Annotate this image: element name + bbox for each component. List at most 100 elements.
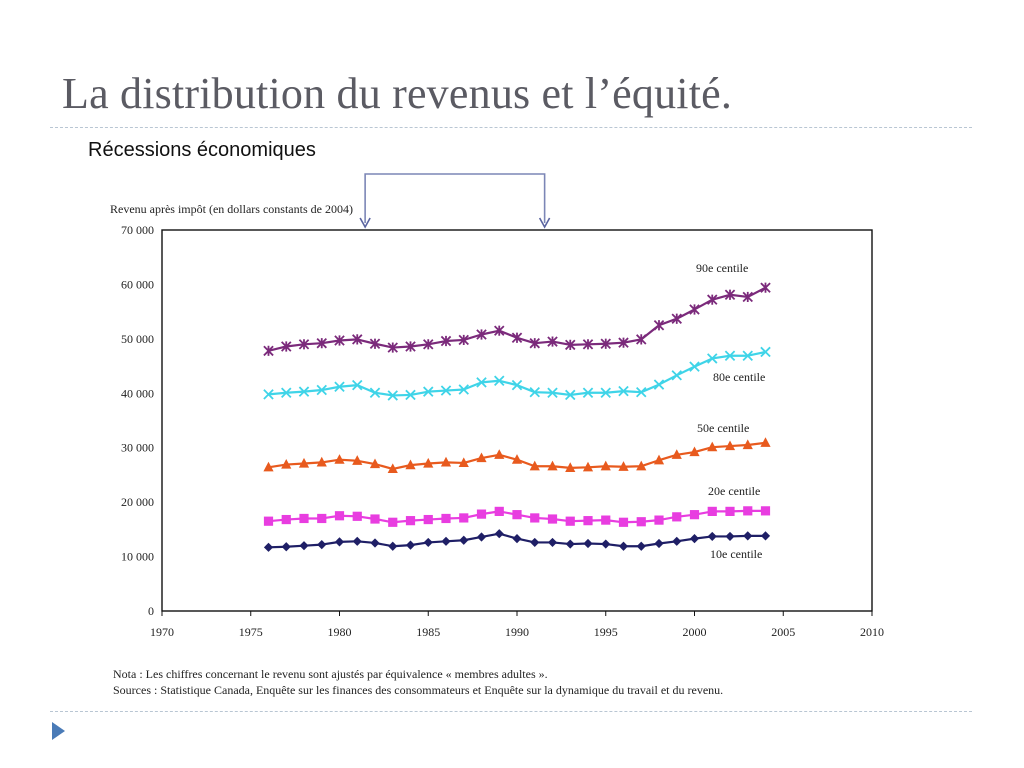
point-20e-centile-1982 (370, 514, 380, 524)
point-80e-centile-1993 (565, 389, 576, 401)
point-80e-centile-1986 (440, 385, 452, 396)
point-10e-centile-2001 (707, 531, 717, 542)
point-80e-centile-1987 (458, 384, 469, 395)
point-50e-centile-1979 (316, 456, 327, 467)
point-90e-centile-2001 (707, 294, 718, 305)
series-label-10e-centile: 10e centile (710, 547, 762, 561)
point-80e-centile-2003 (742, 350, 753, 361)
point-90e-centile-1984 (405, 341, 416, 352)
point-80e-centile-1990 (511, 379, 523, 391)
point-80e-centile-1989 (494, 375, 505, 387)
point-10e-centile-1981 (352, 536, 362, 546)
x-tick-label-1975: 1975 (239, 625, 263, 639)
slide-title: La distribution du revenus et l’équité. (62, 69, 733, 118)
y-tick-label-0: 0 (148, 604, 154, 618)
x-tick-label-1980: 1980 (328, 625, 352, 639)
point-20e-centile-1991 (530, 513, 540, 523)
y-axis-title: Revenu après impôt (en dollars constants… (110, 202, 353, 216)
point-90e-centile-1998 (653, 320, 665, 331)
y-tick-label-30000: 30 000 (121, 441, 154, 455)
point-80e-centile-1995 (600, 387, 611, 398)
point-50e-centile-1996 (618, 461, 629, 471)
point-50e-centile-1991 (529, 460, 540, 471)
point-10e-centile-1997 (636, 541, 646, 551)
point-10e-centile-1987 (459, 535, 469, 545)
point-10e-centile-1990 (512, 534, 522, 544)
point-10e-centile-1979 (317, 539, 327, 550)
point-50e-centile-1989 (494, 449, 505, 459)
point-10e-centile-1994 (583, 538, 593, 549)
x-tick-label-2005: 2005 (771, 625, 795, 639)
point-10e-centile-1999 (672, 536, 682, 546)
point-50e-centile-1980 (334, 454, 345, 464)
point-50e-centile-1993 (565, 462, 576, 472)
point-10e-centile-2003 (743, 531, 753, 541)
point-50e-centile-1992 (547, 460, 558, 471)
recession-callout-arrows (359, 173, 551, 229)
series-10e-centile (263, 529, 771, 552)
point-50e-centile-2003 (742, 439, 753, 450)
point-50e-centile-1982 (369, 458, 381, 469)
point-50e-centile-1984 (405, 459, 416, 470)
point-90e-centile-1988 (476, 329, 487, 340)
series-label-90e-centile: 90e centile (696, 261, 748, 275)
point-20e-centile-1987 (459, 513, 469, 523)
point-10e-centile-1991 (530, 537, 540, 548)
point-90e-centile-2003 (742, 291, 753, 303)
point-20e-centile-1992 (547, 514, 558, 524)
point-50e-centile-1986 (440, 456, 452, 467)
point-10e-centile-1980 (334, 537, 345, 547)
point-20e-centile-1979 (317, 513, 327, 524)
y-tick-label-40000: 40 000 (121, 386, 154, 400)
point-10e-centile-1998 (654, 538, 664, 549)
point-80e-centile-2001 (707, 353, 718, 364)
point-50e-centile-1988 (476, 452, 487, 463)
point-20e-centile-2004 (760, 506, 771, 516)
point-10e-centile-1982 (370, 538, 380, 548)
point-80e-centile-2002 (724, 350, 736, 361)
point-10e-centile-1976 (263, 542, 274, 552)
series-50e-centile (263, 437, 771, 474)
series-label-50e-centile: 50e centile (697, 421, 749, 435)
point-90e-centile-1986 (440, 335, 452, 347)
point-90e-centile-1977 (281, 341, 292, 352)
point-90e-centile-1983 (387, 342, 398, 353)
point-80e-centile-1997 (636, 386, 647, 398)
point-90e-centile-1990 (511, 332, 523, 344)
point-80e-centile-1982 (369, 387, 381, 398)
point-50e-centile-2000 (689, 446, 700, 457)
point-20e-centile-1996 (618, 517, 629, 527)
point-10e-centile-1984 (405, 540, 416, 550)
point-20e-centile-1983 (388, 517, 398, 527)
point-80e-centile-1984 (405, 389, 416, 401)
point-20e-centile-1997 (636, 517, 646, 527)
point-20e-centile-1976 (263, 516, 274, 526)
point-10e-centile-1996 (618, 541, 629, 551)
point-80e-centile-1985 (423, 386, 434, 397)
point-90e-centile-1992 (547, 336, 558, 347)
point-50e-centile-1997 (636, 460, 647, 471)
point-90e-centile-1996 (618, 337, 629, 348)
y-tick-label-20000: 20 000 (121, 495, 154, 509)
point-20e-centile-1978 (299, 513, 309, 524)
footer-divider (50, 711, 972, 712)
point-50e-centile-1987 (458, 457, 469, 468)
point-50e-centile-2001 (707, 441, 718, 452)
axes: 0 10 000 20 000 30 000 40 000 50 000 60 000 70 … (121, 223, 884, 639)
y-tick-label-70000: 70 000 (121, 223, 154, 237)
point-80e-centile-1991 (529, 386, 540, 398)
point-80e-centile-1992 (547, 387, 558, 398)
point-80e-centile-2004 (760, 346, 771, 358)
point-10e-centile-2002 (725, 531, 735, 542)
point-90e-centile-2002 (724, 289, 736, 301)
x-tick-label-1990: 1990 (505, 625, 529, 639)
point-20e-centile-1981 (352, 511, 362, 521)
point-90e-centile-1976 (263, 345, 274, 357)
point-50e-centile-1977 (281, 458, 292, 469)
x-tick-label-2010: 2010 (860, 625, 884, 639)
point-80e-centile-2000 (689, 361, 700, 372)
note-text: Nota : Les chiffres concernant le revenu… (113, 667, 548, 681)
point-10e-centile-2000 (689, 534, 700, 544)
point-20e-centile-1984 (405, 516, 416, 526)
